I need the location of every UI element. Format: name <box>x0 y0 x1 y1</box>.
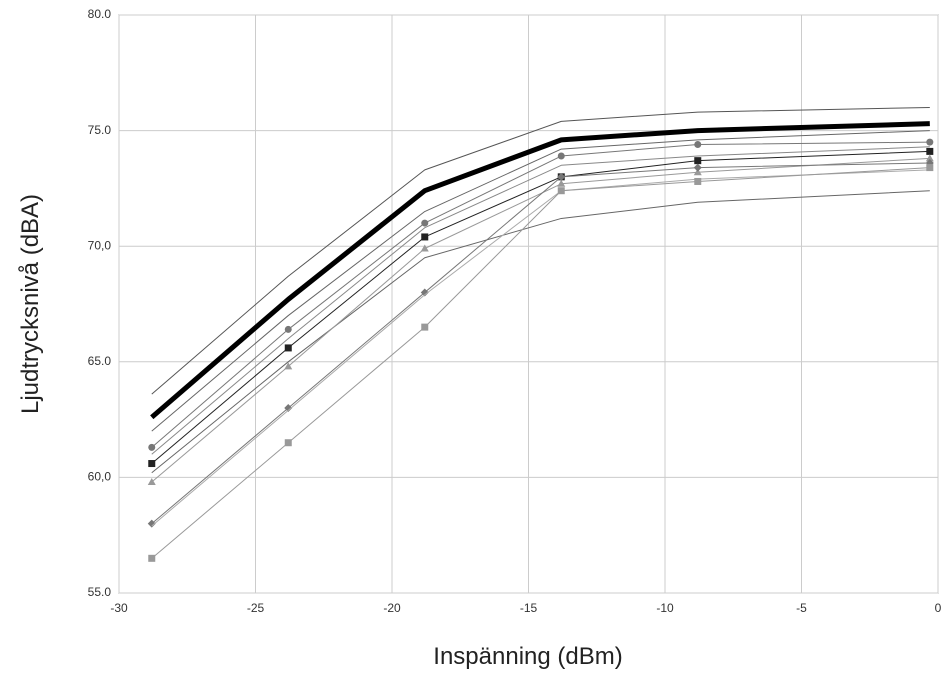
x-tick-label: -10 <box>656 601 674 615</box>
marker <box>284 362 293 370</box>
marker <box>284 344 292 352</box>
series-line <box>151 190 930 474</box>
series-line <box>151 106 930 395</box>
marker <box>557 172 566 181</box>
marker <box>694 177 702 185</box>
series-line <box>151 167 930 559</box>
series-line <box>151 130 930 432</box>
y-tick-label: 80.0 <box>88 7 112 21</box>
marker <box>148 554 156 562</box>
marker <box>420 244 429 252</box>
marker <box>284 404 293 413</box>
marker <box>926 147 934 155</box>
x-tick-label: -20 <box>383 601 401 615</box>
marker <box>284 325 292 333</box>
x-tick-label: -25 <box>247 601 265 615</box>
y-axis-label: Ljudtrycksnivå (dBA) <box>17 194 44 414</box>
series-line <box>151 141 930 448</box>
marker <box>148 443 156 451</box>
x-tick-label: -30 <box>110 601 128 615</box>
marker <box>421 323 429 331</box>
series-line <box>151 162 930 525</box>
marker <box>147 478 156 486</box>
series-line <box>151 150 930 464</box>
marker <box>557 179 566 187</box>
marker <box>421 233 429 241</box>
series-line <box>151 157 930 483</box>
marker <box>694 157 702 165</box>
marker <box>420 288 429 297</box>
y-tick-label: 65.0 <box>88 354 112 368</box>
marker <box>926 138 934 146</box>
marker <box>284 439 292 447</box>
y-tick-label: 55.0 <box>88 585 112 599</box>
marker <box>421 219 429 227</box>
marker <box>693 163 702 172</box>
x-axis-label: Inspänning (dBm) <box>433 643 622 670</box>
x-tick-label: -5 <box>796 601 807 615</box>
marker <box>925 154 934 162</box>
marker <box>694 140 702 148</box>
series-line <box>150 121 930 420</box>
x-tick-label: -15 <box>520 601 538 615</box>
marker <box>557 152 565 160</box>
marker <box>693 168 702 176</box>
y-tick-label: 70,0 <box>88 238 112 252</box>
y-tick-label: 60,0 <box>88 470 112 484</box>
series-line <box>151 146 930 455</box>
y-tick-label: 75.0 <box>88 123 112 137</box>
series-line <box>151 169 930 527</box>
x-tick-label: 0 <box>935 601 942 615</box>
marker <box>148 460 156 468</box>
marker <box>557 187 565 195</box>
marker <box>147 519 156 528</box>
marker <box>926 164 934 172</box>
